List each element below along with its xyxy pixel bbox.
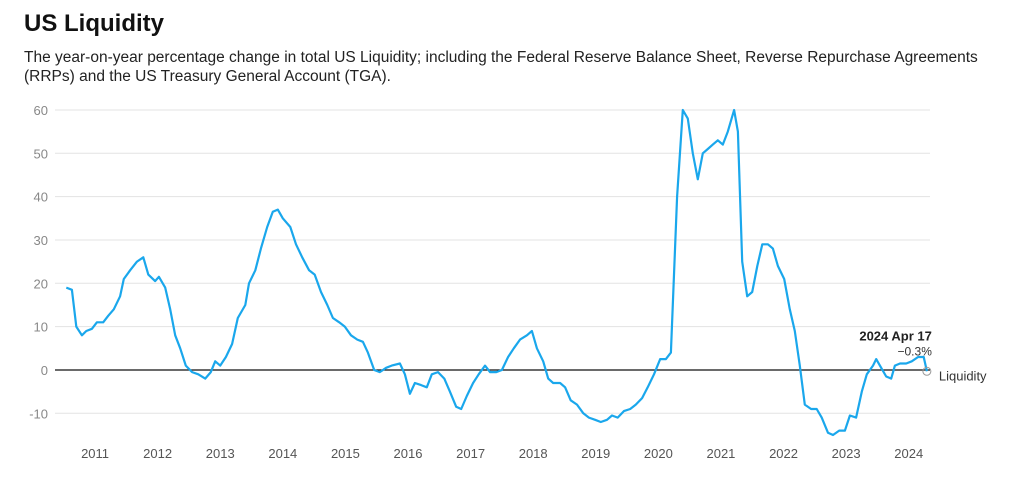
x-tick-label: 2019 (581, 446, 610, 461)
x-tick-label: 2024 (894, 446, 923, 461)
end-marker (922, 366, 932, 376)
x-tick-label: 2015 (331, 446, 360, 461)
subtitle-box: The year-on-year percentage change in to… (24, 49, 978, 85)
x-tick-label: 2020 (644, 446, 673, 461)
x-tick-label: 2017 (456, 446, 485, 461)
data-line (65, 108, 928, 437)
x-tick-label: 2012 (143, 446, 172, 461)
x-tick-label: 2016 (394, 446, 423, 461)
y-tick-label: 50 (34, 146, 48, 161)
x-tick-label: 2023 (832, 446, 861, 461)
x-tick-label: 2011 (81, 446, 109, 461)
y-tick-label: 20 (34, 276, 48, 291)
annotation-value: −0.3% (898, 344, 933, 358)
annotation-date: 2024 Apr 17 (859, 328, 932, 343)
x-tick-label: 2013 (206, 446, 235, 461)
x-tick-label: 2022 (769, 446, 798, 461)
x-tick-label: 2018 (519, 446, 548, 461)
y-tick-label: 0 (41, 363, 48, 378)
x-tick-label: 2014 (268, 446, 297, 461)
chart-title: US Liquidity (24, 10, 165, 37)
y-tick-label: -10 (29, 406, 48, 421)
x-tick-label: 2021 (706, 446, 735, 461)
series-label: Liquidity (939, 368, 987, 383)
y-tick-label: 30 (34, 233, 48, 248)
chart-subtitle: The year-on-year percentage change in to… (24, 49, 978, 85)
y-tick-label: 60 (34, 103, 48, 118)
y-tick-label: 10 (34, 320, 48, 335)
y-tick-label: 40 (34, 190, 48, 205)
